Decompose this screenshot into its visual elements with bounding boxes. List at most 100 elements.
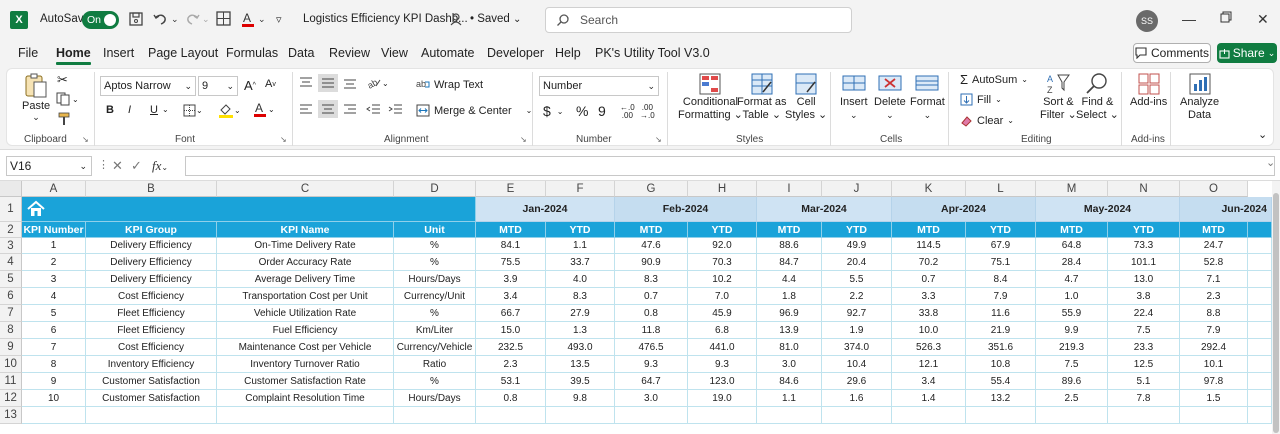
tab-automate[interactable]: Automate <box>421 46 475 60</box>
table-cell[interactable]: Delivery Efficiency <box>86 238 217 254</box>
bold-button[interactable]: B <box>106 104 114 116</box>
empty-cell[interactable] <box>615 407 688 424</box>
table-cell[interactable] <box>1248 254 1272 271</box>
table-cell[interactable]: 89.6 <box>1036 373 1108 390</box>
table-cell[interactable]: Order Accuracy Rate <box>217 254 394 271</box>
table-cell[interactable]: Delivery Efficiency <box>86 254 217 271</box>
empty-cell[interactable] <box>1180 407 1248 424</box>
table-cell[interactable]: 8 <box>22 356 86 373</box>
table-cell[interactable]: 90.9 <box>615 254 688 271</box>
empty-cell[interactable] <box>86 407 217 424</box>
table-cell[interactable]: 10.1 <box>1180 356 1248 373</box>
table-cell[interactable]: Maintenance Cost per Vehicle <box>217 339 394 356</box>
table-cell[interactable]: Km/Liter <box>394 322 476 339</box>
row-header-1[interactable]: 1 <box>0 197 22 222</box>
fill-color-icon[interactable]: ⌄ <box>218 102 241 119</box>
table-cell[interactable]: 3.4 <box>892 373 966 390</box>
table-cell[interactable]: 5 <box>22 305 86 322</box>
table-cell[interactable]: 4 <box>22 288 86 305</box>
row-header-8[interactable]: 8 <box>0 322 22 339</box>
table-cell[interactable]: 22.4 <box>1108 305 1180 322</box>
table-cell[interactable]: Hours/Days <box>394 271 476 288</box>
table-cell[interactable]: % <box>394 254 476 271</box>
row-header-10[interactable]: 10 <box>0 356 22 373</box>
table-cell[interactable]: 11.8 <box>615 322 688 339</box>
table-cell[interactable]: 8.3 <box>615 271 688 288</box>
table-cell[interactable]: 67.9 <box>966 238 1036 254</box>
column-header-j[interactable]: J <box>822 181 892 197</box>
tab-developer[interactable]: Developer <box>487 46 544 60</box>
select-all-corner[interactable] <box>0 181 22 197</box>
table-cell[interactable]: 7.5 <box>1108 322 1180 339</box>
table-cell[interactable]: 1 <box>22 238 86 254</box>
table-cell[interactable]: 64.8 <box>1036 238 1108 254</box>
table-cell[interactable]: 55.4 <box>966 373 1036 390</box>
table-cell[interactable]: 15.0 <box>476 322 546 339</box>
font-color-icon[interactable]: A <box>240 11 256 28</box>
table-cell[interactable]: 4.0 <box>546 271 615 288</box>
table-cell[interactable]: Fleet Efficiency <box>86 305 217 322</box>
table-cell[interactable]: 11.6 <box>966 305 1036 322</box>
tab-review[interactable]: Review <box>329 46 370 60</box>
row-header-9[interactable]: 9 <box>0 339 22 356</box>
table-cell[interactable]: 7.0 <box>688 288 757 305</box>
cell-styles-button[interactable]: Cell Styles ⌄ <box>785 72 827 122</box>
comments-button[interactable]: Comments <box>1133 43 1211 63</box>
table-cell[interactable]: 24.7 <box>1180 238 1248 254</box>
empty-cell[interactable] <box>1248 407 1272 424</box>
table-cell[interactable]: 8.8 <box>1180 305 1248 322</box>
table-cell[interactable]: 1.9 <box>822 322 892 339</box>
add-ins-button[interactable]: Add-ins <box>1130 72 1167 109</box>
table-cell[interactable]: 4.7 <box>1036 271 1108 288</box>
empty-cell[interactable] <box>615 390 688 407</box>
table-cell[interactable]: 49.9 <box>822 238 892 254</box>
table-cell[interactable]: 6 <box>22 322 86 339</box>
table-cell[interactable]: 27.9 <box>546 305 615 322</box>
table-cell[interactable]: 3.8 <box>1108 288 1180 305</box>
table-cell[interactable]: 493.0 <box>546 339 615 356</box>
row-header-11[interactable]: 11 <box>0 373 22 390</box>
column-header-n[interactable]: N <box>1108 181 1180 197</box>
insert-function-button[interactable]: fx⌄ <box>152 158 168 174</box>
column-header-f[interactable]: F <box>546 181 615 197</box>
column-header-o[interactable]: O <box>1180 181 1248 197</box>
table-cell[interactable]: 114.5 <box>892 238 966 254</box>
empty-cell[interactable] <box>217 390 394 407</box>
empty-cell[interactable] <box>1036 407 1108 424</box>
increase-indent-icon[interactable] <box>388 102 404 116</box>
table-cell[interactable]: 0.7 <box>892 271 966 288</box>
table-cell[interactable]: 84.6 <box>757 373 822 390</box>
table-cell[interactable]: 5.5 <box>822 271 892 288</box>
table-cell[interactable]: 101.1 <box>1108 254 1180 271</box>
redo-dropdown-icon[interactable]: ⌄ <box>202 14 210 24</box>
table-cell[interactable]: 10.4 <box>822 356 892 373</box>
column-header-h[interactable]: H <box>688 181 757 197</box>
table-cell[interactable]: 8.3 <box>546 288 615 305</box>
table-cell[interactable]: Average Delivery Time <box>217 271 394 288</box>
empty-cell[interactable] <box>892 390 966 407</box>
row-header-6[interactable]: 6 <box>0 288 22 305</box>
table-cell[interactable]: Fleet Efficiency <box>86 322 217 339</box>
table-cell[interactable]: 0.8 <box>615 305 688 322</box>
table-cell[interactable]: 84.7 <box>757 254 822 271</box>
font-name-select[interactable]: Aptos Narrow ⌄ <box>100 76 196 96</box>
table-cell[interactable]: Transportation Cost per Unit <box>217 288 394 305</box>
cancel-icon[interactable]: ✕ <box>112 158 123 173</box>
table-cell[interactable]: 75.1 <box>966 254 1036 271</box>
empty-cell[interactable] <box>892 407 966 424</box>
table-cell[interactable]: 28.4 <box>1036 254 1108 271</box>
empty-cell[interactable] <box>822 407 892 424</box>
italic-button[interactable]: I <box>128 104 132 116</box>
table-cell[interactable]: 7 <box>22 339 86 356</box>
table-cell[interactable]: 9.3 <box>688 356 757 373</box>
table-cell[interactable]: 3.4 <box>476 288 546 305</box>
font-size-select[interactable]: 9 ⌄ <box>198 76 238 96</box>
cut-icon[interactable]: ✂ <box>57 72 68 87</box>
empty-cell[interactable] <box>1180 390 1248 407</box>
table-cell[interactable]: 13.5 <box>546 356 615 373</box>
find-select-button[interactable]: Find & Select ⌄ <box>1076 72 1119 122</box>
table-cell[interactable]: Inventory Efficiency <box>86 356 217 373</box>
table-cell[interactable]: 23.3 <box>1108 339 1180 356</box>
table-cell[interactable]: 70.2 <box>892 254 966 271</box>
sensitivity-icon[interactable] <box>450 12 464 26</box>
